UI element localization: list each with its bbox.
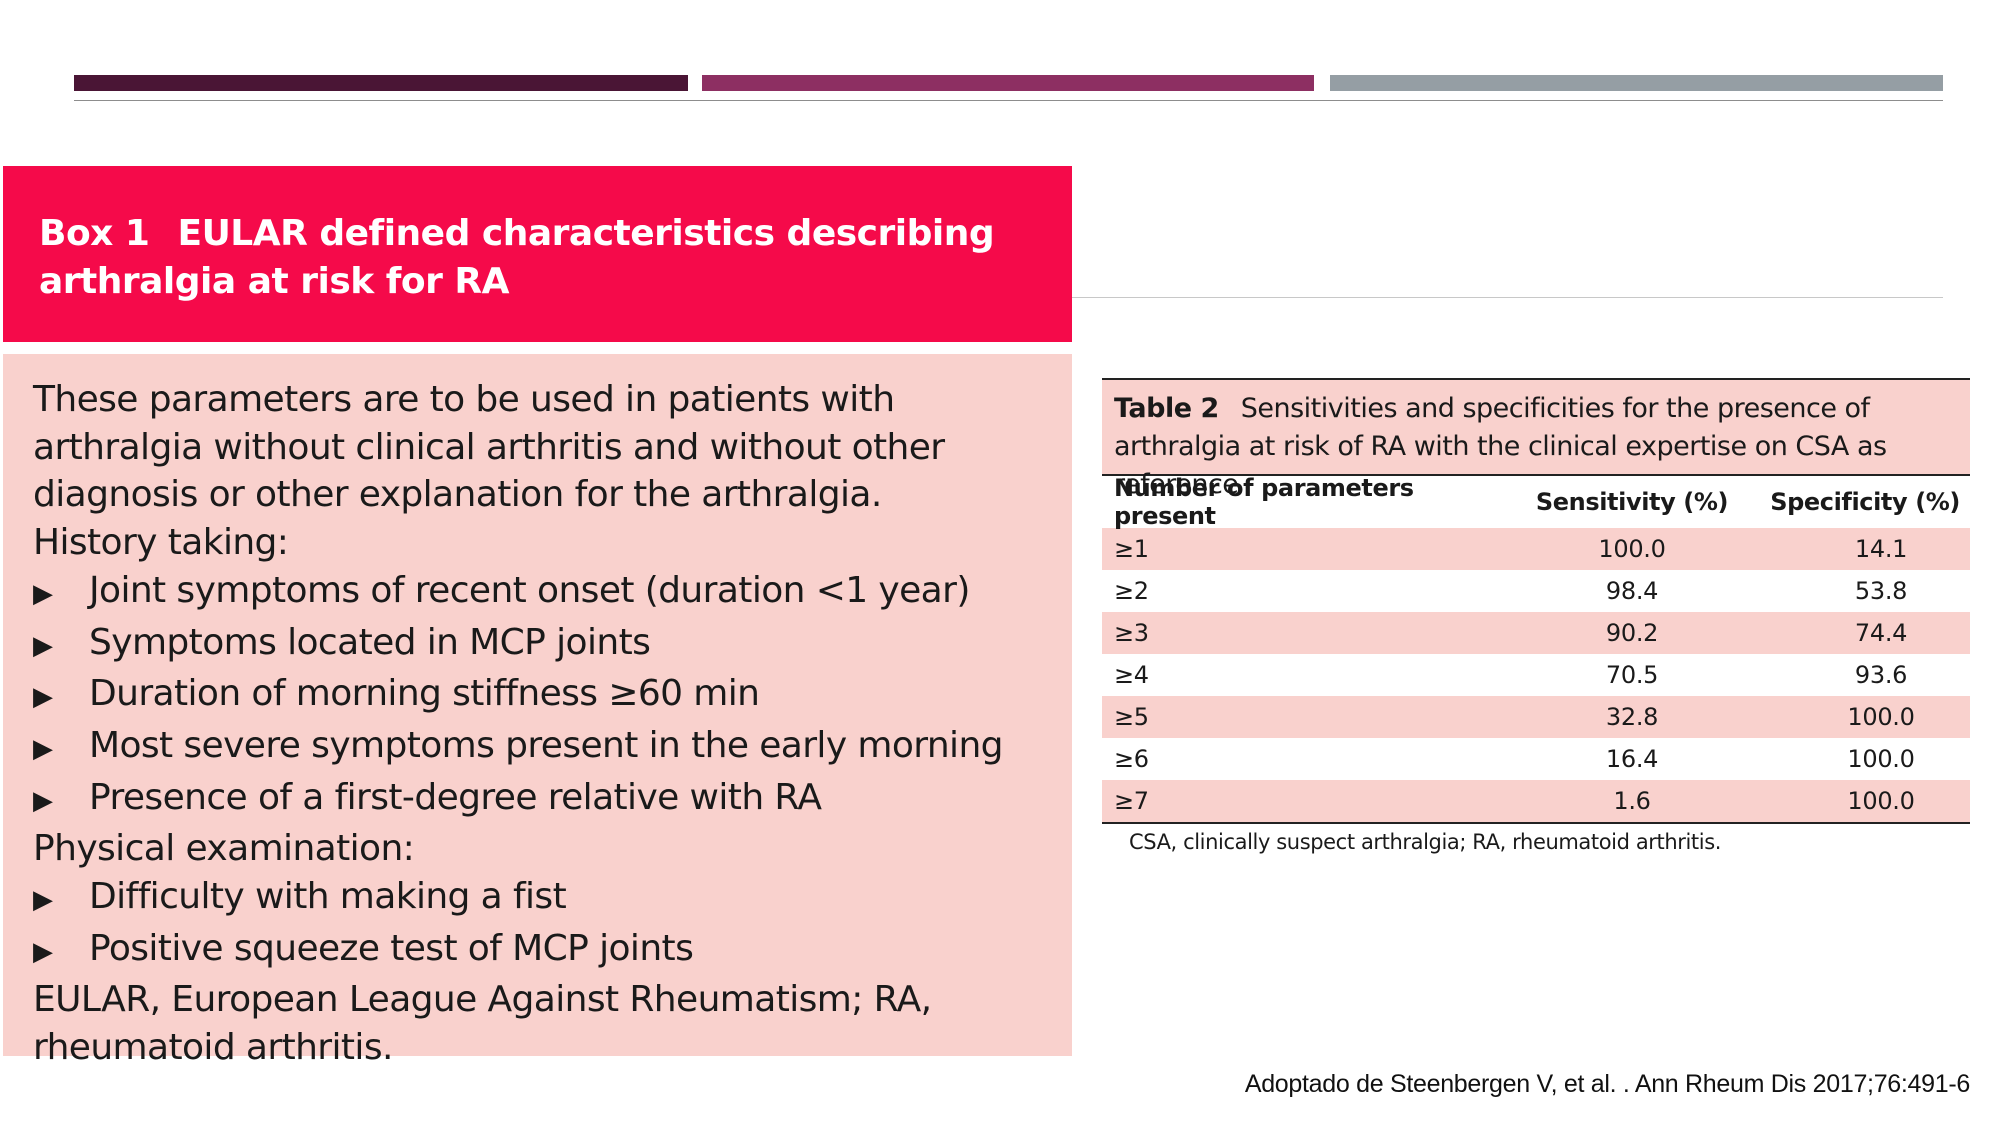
mid-divider (1072, 297, 1943, 298)
table-bottom-rule (1102, 822, 1970, 824)
history-heading: History taking: (33, 522, 289, 564)
bullet-triangle-icon: ▶ (33, 733, 53, 764)
header-specificity: Specificity (%) (1770, 488, 1960, 516)
table-row: ≥3 90.2 74.4 (1102, 612, 1970, 654)
list-item: ▶ Difficulty with making a fist (33, 873, 1052, 925)
table-header-row: Number of parameters present Sensitivity… (1102, 474, 1970, 530)
box-intro: These parameters are to be used in patie… (33, 379, 945, 516)
box-header: Box 1 EULAR defined characteristics descr… (3, 166, 1072, 342)
history-list: ▶ Joint symptoms of recent onset (duratio… (33, 567, 1052, 826)
box-number: Box 1 (39, 213, 150, 254)
exam-heading: Physical examination: (33, 828, 415, 870)
table-footnote: CSA, clinically suspect arthralgia; RA, … (1129, 830, 1722, 854)
header-divider (74, 100, 1943, 101)
table-row: ≥6 16.4 100.0 (1114, 745, 1915, 773)
citation: Adoptado de Steenbergen V, et al. . Ann … (1244, 1070, 1970, 1098)
exam-list: ▶ Difficulty with making a fist ▶ Positive… (33, 873, 1052, 976)
table-row: ≥4 70.5 93.6 (1114, 661, 1908, 689)
box-title: EULAR defined characteristics describing… (39, 213, 995, 302)
bullet-triangle-icon: ▶ (33, 785, 53, 816)
bullet-triangle-icon: ▶ (33, 578, 53, 609)
list-item: ▶ Presence of a first-degree relative wit… (33, 774, 1052, 826)
table-row: ≥2 98.4 53.8 (1114, 577, 1908, 605)
bullet-triangle-icon: ▶ (33, 936, 53, 967)
list-item: ▶ Most severe symptoms present in the ear… (33, 722, 1052, 774)
table-caption-text: Sensitivities and specificities for the … (1114, 393, 1887, 500)
box-footnote: EULAR, European League Against Rheumatis… (33, 979, 932, 1069)
table-row: ≥5 32.8 100.0 (1102, 696, 1970, 738)
decor-bar-dark (74, 75, 688, 91)
bullet-triangle-icon: ▶ (33, 885, 53, 916)
list-item: ▶ Positive squeeze test of MCP joints (33, 925, 1052, 977)
box-body: These parameters are to be used in patie… (3, 354, 1072, 1068)
table-row: ≥7 1.6 100.0 (1102, 780, 1970, 822)
table-row: ≥1 100.0 14.1 (1102, 528, 1970, 570)
list-item: ▶ Duration of morning stiffness ≥60 min (33, 670, 1052, 722)
list-item: ▶ Symptoms located in MCP joints (33, 619, 1052, 671)
decor-bar-gray (1330, 75, 1943, 91)
bullet-triangle-icon: ▶ (33, 630, 53, 661)
table-number: Table 2 (1114, 393, 1219, 424)
table-caption: Table 2 Sensitivities and specificities f… (1102, 378, 1970, 500)
decor-bar-magenta (702, 75, 1314, 91)
header-sensitivity: Sensitivity (%) (1535, 488, 1729, 516)
bullet-triangle-icon: ▶ (33, 682, 53, 713)
header-parameters: Number of parameters present (1114, 474, 1414, 530)
list-item: ▶ Joint symptoms of recent onset (duratio… (33, 567, 1052, 619)
table-2: Table 2 Sensitivities and specificities f… (1102, 378, 1970, 854)
